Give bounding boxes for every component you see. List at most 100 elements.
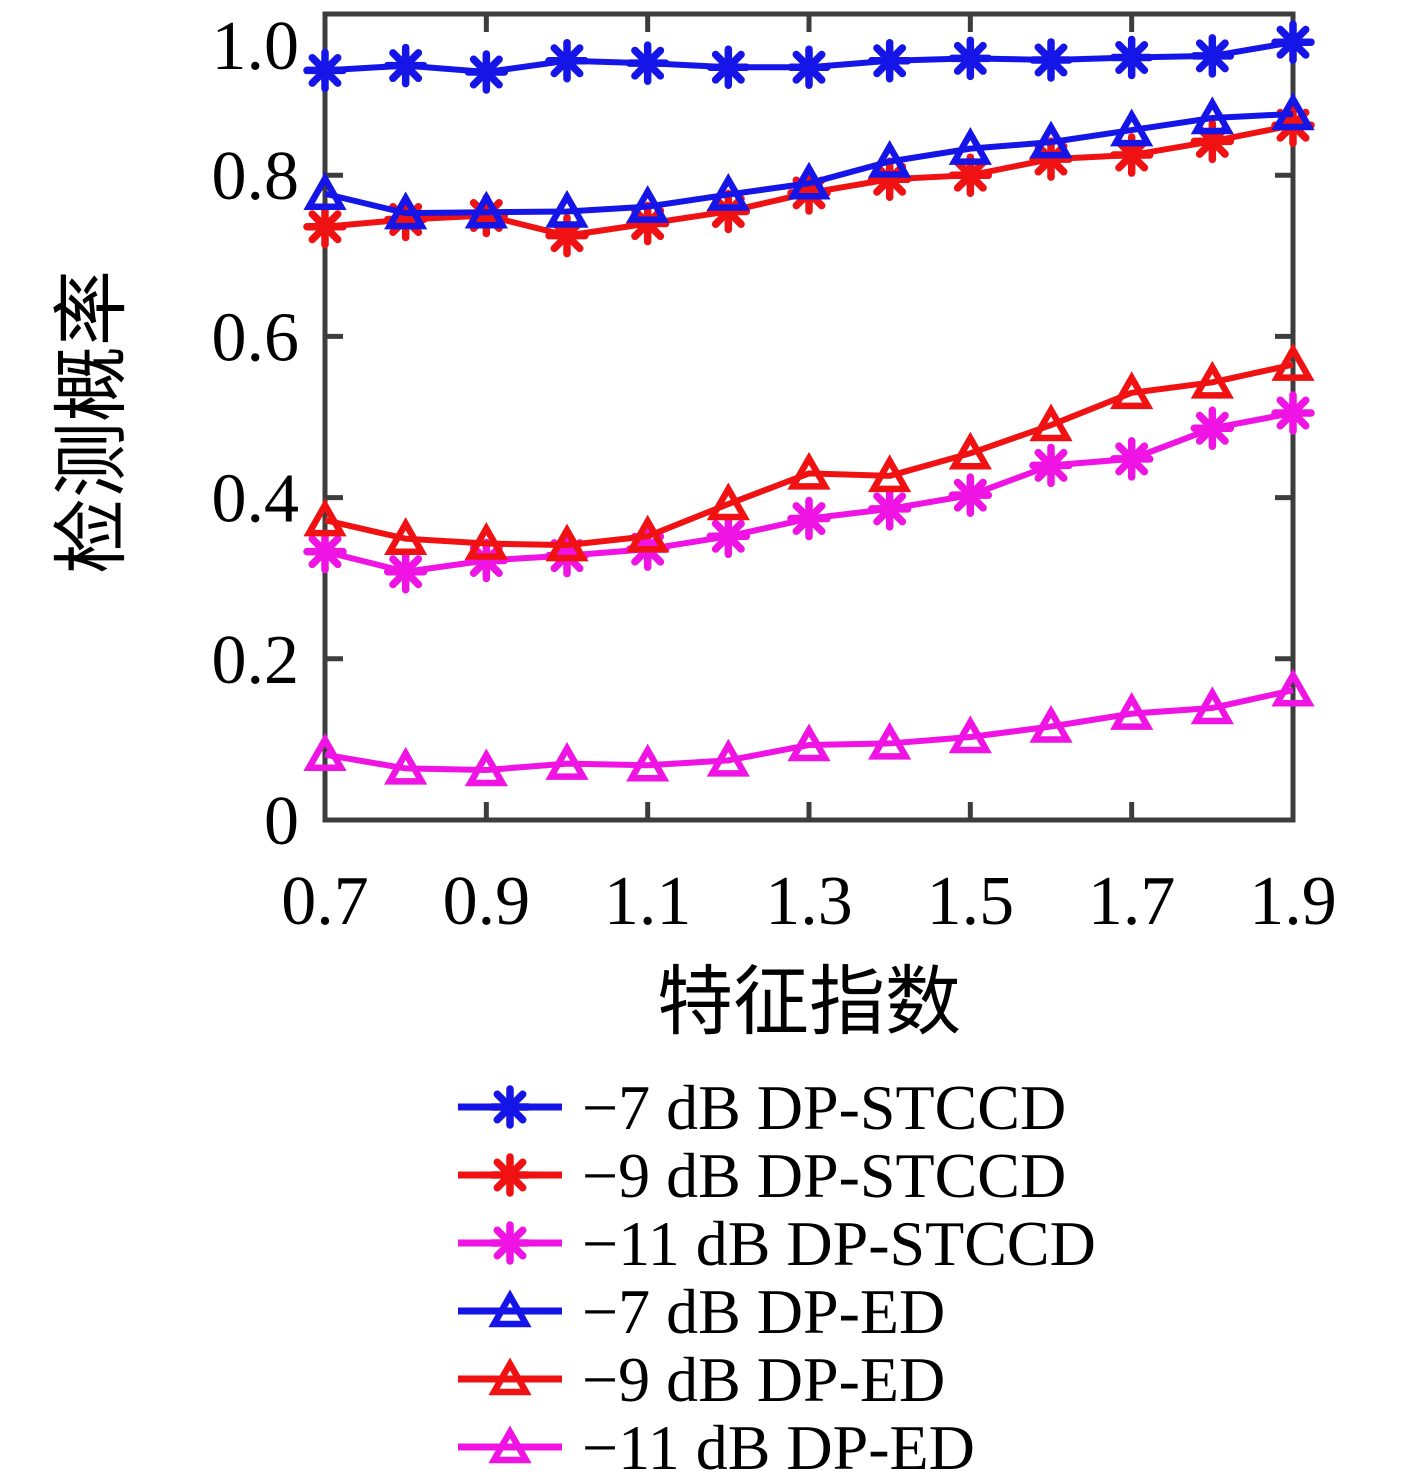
data-point-marker [868,721,912,760]
data-point-marker [384,517,428,555]
x-tick-label: 1.9 [1249,863,1337,940]
data-point-marker [868,454,912,493]
data-point-marker [626,185,670,223]
series-3 [303,92,1315,230]
data-point-marker [545,523,589,562]
asterisk-spoke [493,1226,527,1260]
data-point-marker [787,723,831,762]
data-point-marker [1190,406,1235,451]
asterisk-spoke [469,55,503,89]
series-line [324,361,1294,549]
data-point-marker [1190,34,1235,78]
legend-item: −7 dB DP-ED [458,1276,945,1347]
asterisk-spoke [308,535,342,569]
data-point-marker [1271,343,1315,381]
asterisk-spoke [953,158,987,192]
data-point-marker [1271,92,1315,131]
data-point-marker [948,473,993,517]
x-tick-label: 1.7 [1088,863,1176,940]
legend-item: −7 dB DP-STCCD [458,1072,1066,1143]
legend-marker [488,1085,532,1129]
asterisk-spoke [792,50,826,84]
data-point-marker [867,487,912,531]
asterisk-spoke [953,41,987,75]
y-tick-label: 0 [264,783,299,860]
asterisk-spoke [1034,448,1068,482]
series-0 [303,20,1315,94]
data-point-marker [706,738,750,777]
axis-labels: 特征指数 检测概率 [51,270,961,1045]
y-tick-label: 0.2 [212,622,300,699]
y-axis-title: 检测概率 [51,270,135,574]
data-point-marker [1029,38,1073,82]
asterisk-spoke [873,492,907,526]
asterisk-spoke [493,1158,527,1192]
data-point-marker [1029,443,1073,488]
asterisk-spoke [308,210,342,244]
data-point-marker [706,189,751,234]
data-point-marker [1271,668,1315,707]
asterisk-spoke [389,49,423,83]
asterisk-spoke [631,207,665,241]
asterisk-spoke [550,44,584,78]
data-point-marker [868,139,912,178]
data-point-marker [867,38,912,83]
asterisk-spoke [308,53,342,87]
legend-item: −9 dB DP-ED [458,1344,945,1415]
legend-marker [488,1153,532,1197]
data-point-marker [303,498,347,537]
legend-item: −9 dB DP-STCCD [458,1140,1066,1211]
data-point-marker [545,38,589,83]
legend-marker [488,1357,532,1396]
data-point-marker [464,538,509,583]
y-tick-label: 0.4 [212,461,300,538]
data-point-marker [625,201,670,246]
data-point-marker [787,161,831,200]
data-point-marker [545,742,589,780]
data-point-marker [303,172,347,210]
asterisk-spoke [631,46,665,80]
asterisk-spoke [873,162,907,196]
asterisk-spoke [873,44,907,78]
asterisk-spoke [493,1090,527,1124]
data-point-marker [303,205,347,249]
data-point-marker [706,172,750,211]
asterisk-spoke [389,555,423,589]
data-point-marker [1271,391,1315,435]
data-point-marker [303,48,347,93]
asterisk-spoke [711,519,745,553]
plot-border [322,11,1296,823]
data-point-marker [545,189,589,228]
asterisk-spoke [1195,39,1229,73]
series-4 [303,343,1315,562]
data-point-marker [706,514,751,559]
data-point-marker [303,529,347,574]
data-point-marker [787,45,831,89]
data-point-marker [948,36,993,81]
data-point-marker [867,157,912,201]
data-point-marker [1109,437,1154,481]
x-tick-label: 0.7 [281,863,369,940]
data-point-marker [1190,686,1234,725]
y-tick-label: 0.8 [212,138,300,215]
legend: −7 dB DP-STCCD−9 dB DP-STCCD−11 dB DP-ST… [458,1072,1096,1476]
data-point-marker [1029,403,1073,442]
data-point-marker [1190,96,1234,135]
data-point-marker [706,482,750,521]
data-point-marker [1110,108,1154,147]
y-tick-label: 0.6 [212,299,300,376]
data-point-marker [948,715,992,754]
asterisk-spoke [792,502,826,536]
data-point-marker [464,521,508,560]
asterisk-spoke [1276,396,1310,430]
legend-label: −11 dB DP-ED [582,1412,975,1476]
data-point-marker [1271,20,1315,64]
series-5 [303,668,1315,787]
data-point-marker [626,514,670,553]
legend-label: −7 dB DP-STCCD [582,1072,1066,1143]
asterisk-spoke [1115,41,1149,74]
series-line [324,110,1294,217]
y-tick-label: 1.0 [212,8,300,85]
x-tick-label: 1.1 [604,863,692,940]
